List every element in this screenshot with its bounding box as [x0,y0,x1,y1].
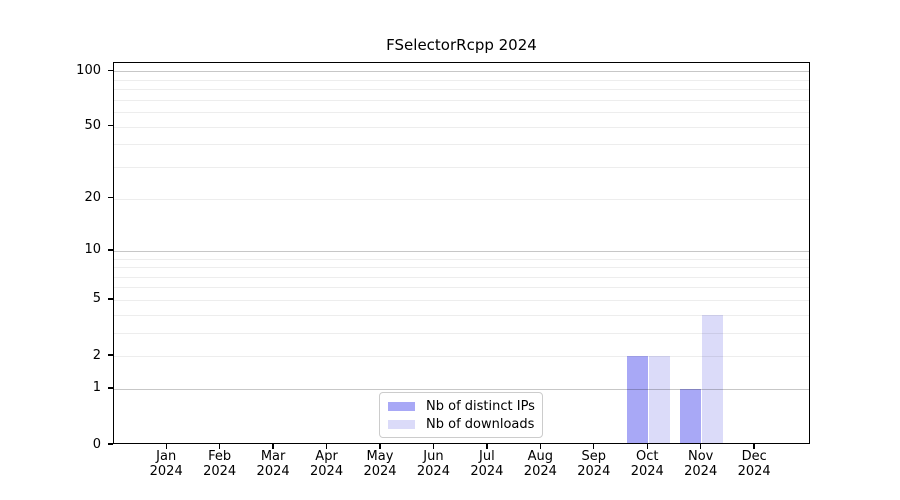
gridline-y-80 [114,89,809,91]
legend-label-1: Nb of downloads [426,416,535,432]
xtick-label-jul: Jul 2024 [455,449,519,479]
bar-downloads-oct [648,356,670,443]
xtick-label-apr: Apr 2024 [295,449,359,479]
xtick-month-text: Dec [741,449,767,464]
gridline-y-100 [114,71,809,73]
xtick-label-mar: Mar 2024 [241,449,305,479]
gridline-y-5 [114,299,809,301]
xtick-mark-apr [325,444,328,449]
xtick-month-text: Sep [581,449,607,464]
gridline-y-20 [114,198,809,200]
ytick-label-1: 1 [92,380,101,396]
xtick-month-text: Jun [423,449,444,464]
xtick-mark-aug [539,444,542,449]
xtick-label-may: May 2024 [348,449,412,479]
xtick-year-text: 2024 [203,463,237,479]
xtick-mark-oct [646,444,648,449]
legend-row-1: Nb of downloads [388,417,534,432]
gridline-y-2 [114,356,809,358]
xtick-month-text: May [366,449,394,464]
bar-distinct-ips-oct [626,356,648,443]
ytick-mark-0 [108,443,113,445]
ytick-mark-10 [108,249,113,251]
xtick-year-text: 2024 [684,463,718,479]
ytick-label-5: 5 [92,291,101,307]
plot-area: Nb of distinct IPs Nb of downloads [113,62,810,444]
xtick-month-text: Feb [208,449,232,464]
ytick-mark-2 [108,354,113,356]
legend-swatch-downloads [388,419,415,429]
ytick-mark-100 [108,69,113,72]
plot-canvas [114,63,809,443]
xtick-year-text: 2024 [416,463,450,479]
xtick-mark-feb [218,444,221,449]
xtick-label-jan: Jan 2024 [134,449,198,479]
gridline-y-9 [114,258,809,260]
ytick-mark-20 [108,196,113,199]
ytick-label-0: 0 [92,436,101,452]
gridline-y-70 [114,99,809,101]
gridline-y-1 [114,388,809,390]
gridline-y-60 [114,112,809,114]
xtick-year-text: 2024 [523,463,557,479]
xtick-month-text: Jan [156,449,177,464]
xtick-mark-sep [593,444,595,449]
xtick-year-text: 2024 [737,463,771,479]
xtick-label-oct: Oct 2024 [615,449,679,479]
gridline-y-4 [114,314,809,316]
legend-swatch-distinct-ips [388,401,415,411]
ytick-mark-50 [108,124,113,127]
xtick-mark-jul [486,444,488,449]
xtick-year-text: 2024 [577,463,611,479]
ytick-label-50: 50 [84,118,101,134]
legend-row-0: Nb of distinct IPs [388,398,535,414]
xtick-label-feb: Feb 2024 [188,449,252,479]
xtick-label-nov: Nov 2024 [669,449,733,479]
ytick-mark-1 [108,387,113,389]
xtick-year-text: 2024 [470,463,504,479]
gridline-y-30 [114,166,809,168]
gridline-y-7 [114,276,809,278]
ytick-label-2: 2 [92,347,101,363]
ytick-label-10: 10 [84,242,101,258]
gridline-y-40 [114,144,809,146]
xtick-month-text: Oct [636,449,659,464]
gridline-y-50 [114,126,809,128]
xtick-year-text: 2024 [256,463,290,479]
gridline-y-8 [114,267,809,269]
xtick-year-text: 2024 [363,463,397,479]
xtick-label-aug: Aug 2024 [508,449,572,479]
xtick-mark-jan [165,444,167,449]
xtick-label-jun: Jun 2024 [401,449,465,479]
xtick-year-text: 2024 [310,463,344,479]
xtick-mark-may [379,444,381,449]
xtick-month-text: Mar [260,449,286,464]
ytick-mark-5 [108,298,113,300]
xtick-year-text: 2024 [149,463,183,479]
gridline-y-3 [114,332,809,334]
xtick-label-sep: Sep 2024 [562,449,626,479]
xtick-mark-mar [272,444,274,449]
ytick-label-100: 100 [76,62,101,78]
xtick-mark-nov [700,444,702,449]
ytick-label-20: 20 [84,190,101,206]
xtick-month-text: Jul [479,449,495,464]
xtick-month-text: Apr [315,449,338,464]
xtick-label-dec: Dec 2024 [722,449,786,479]
gridline-y-10 [114,250,809,252]
legend-label-0: Nb of distinct IPs [426,398,535,414]
xtick-year-text: 2024 [630,463,664,479]
xtick-mark-jun [432,444,435,449]
xtick-month-text: Nov [688,449,714,464]
gridline-y-90 [114,79,809,81]
xtick-mark-dec [753,444,755,449]
xtick-month-text: Aug [527,449,554,464]
legend: Nb of distinct IPs Nb of downloads [379,392,543,438]
gridline-y-6 [114,287,809,289]
bar-downloads-nov [702,314,724,443]
bar-distinct-ips-nov [680,388,702,443]
chart-title: FSelectorRcpp 2024 [386,36,537,54]
